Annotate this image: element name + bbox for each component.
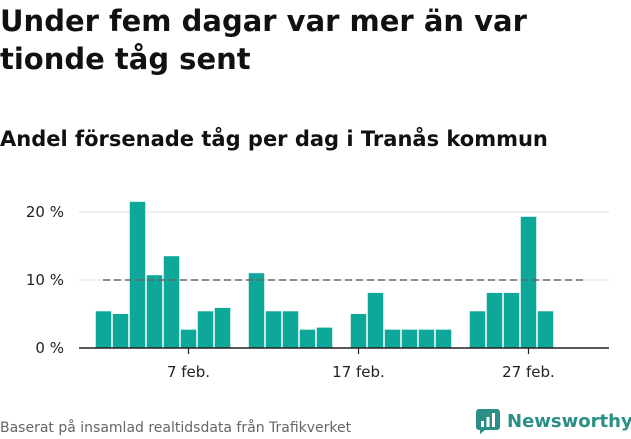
x-tick-label: 27 feb. bbox=[502, 363, 555, 381]
bar bbox=[214, 307, 231, 348]
bar bbox=[435, 329, 452, 348]
source-note: Baserat på insamlad realtidsdata från Tr… bbox=[0, 420, 352, 436]
bar bbox=[486, 292, 503, 348]
bar bbox=[520, 216, 537, 348]
bar bbox=[112, 314, 129, 348]
bar bbox=[537, 311, 554, 348]
bar bbox=[163, 256, 180, 348]
bar bbox=[401, 329, 418, 348]
x-tick-label: 17 feb. bbox=[332, 363, 385, 381]
bar bbox=[503, 292, 520, 348]
bar bbox=[248, 273, 265, 348]
newsworthy-icon bbox=[476, 409, 500, 434]
x-tick-label: 7 feb. bbox=[167, 363, 210, 381]
bar bbox=[469, 311, 486, 348]
bars bbox=[95, 201, 554, 348]
bar bbox=[282, 311, 299, 348]
axes: 0 % 10 % 20 % 7 feb. 17 feb. 27 feb. bbox=[26, 203, 609, 381]
y-tick-label: 20 % bbox=[26, 203, 64, 221]
bar bbox=[316, 327, 333, 348]
chart-title: Under fem dagar var mer än var tionde tå… bbox=[0, 4, 527, 76]
bar bbox=[197, 311, 214, 348]
y-tick-label: 10 % bbox=[26, 271, 64, 289]
bar bbox=[129, 201, 146, 348]
bar bbox=[418, 329, 435, 348]
bar bbox=[95, 311, 112, 348]
newsworthy-logo: Newsworthy bbox=[475, 407, 631, 435]
y-tick-label: 0 % bbox=[35, 339, 64, 357]
bar bbox=[367, 292, 384, 348]
bar bbox=[265, 311, 282, 348]
chart-subtitle: Andel försenade tåg per dag i Tranås kom… bbox=[0, 127, 548, 151]
brand-name: Newsworthy bbox=[507, 410, 631, 432]
bar-chart: 0 % 10 % 20 % 7 feb. 17 feb. 27 feb. bbox=[26, 201, 609, 381]
bar bbox=[146, 275, 163, 348]
bar bbox=[299, 329, 316, 348]
bar bbox=[180, 329, 197, 348]
bar bbox=[350, 314, 367, 348]
bar bbox=[384, 329, 401, 348]
